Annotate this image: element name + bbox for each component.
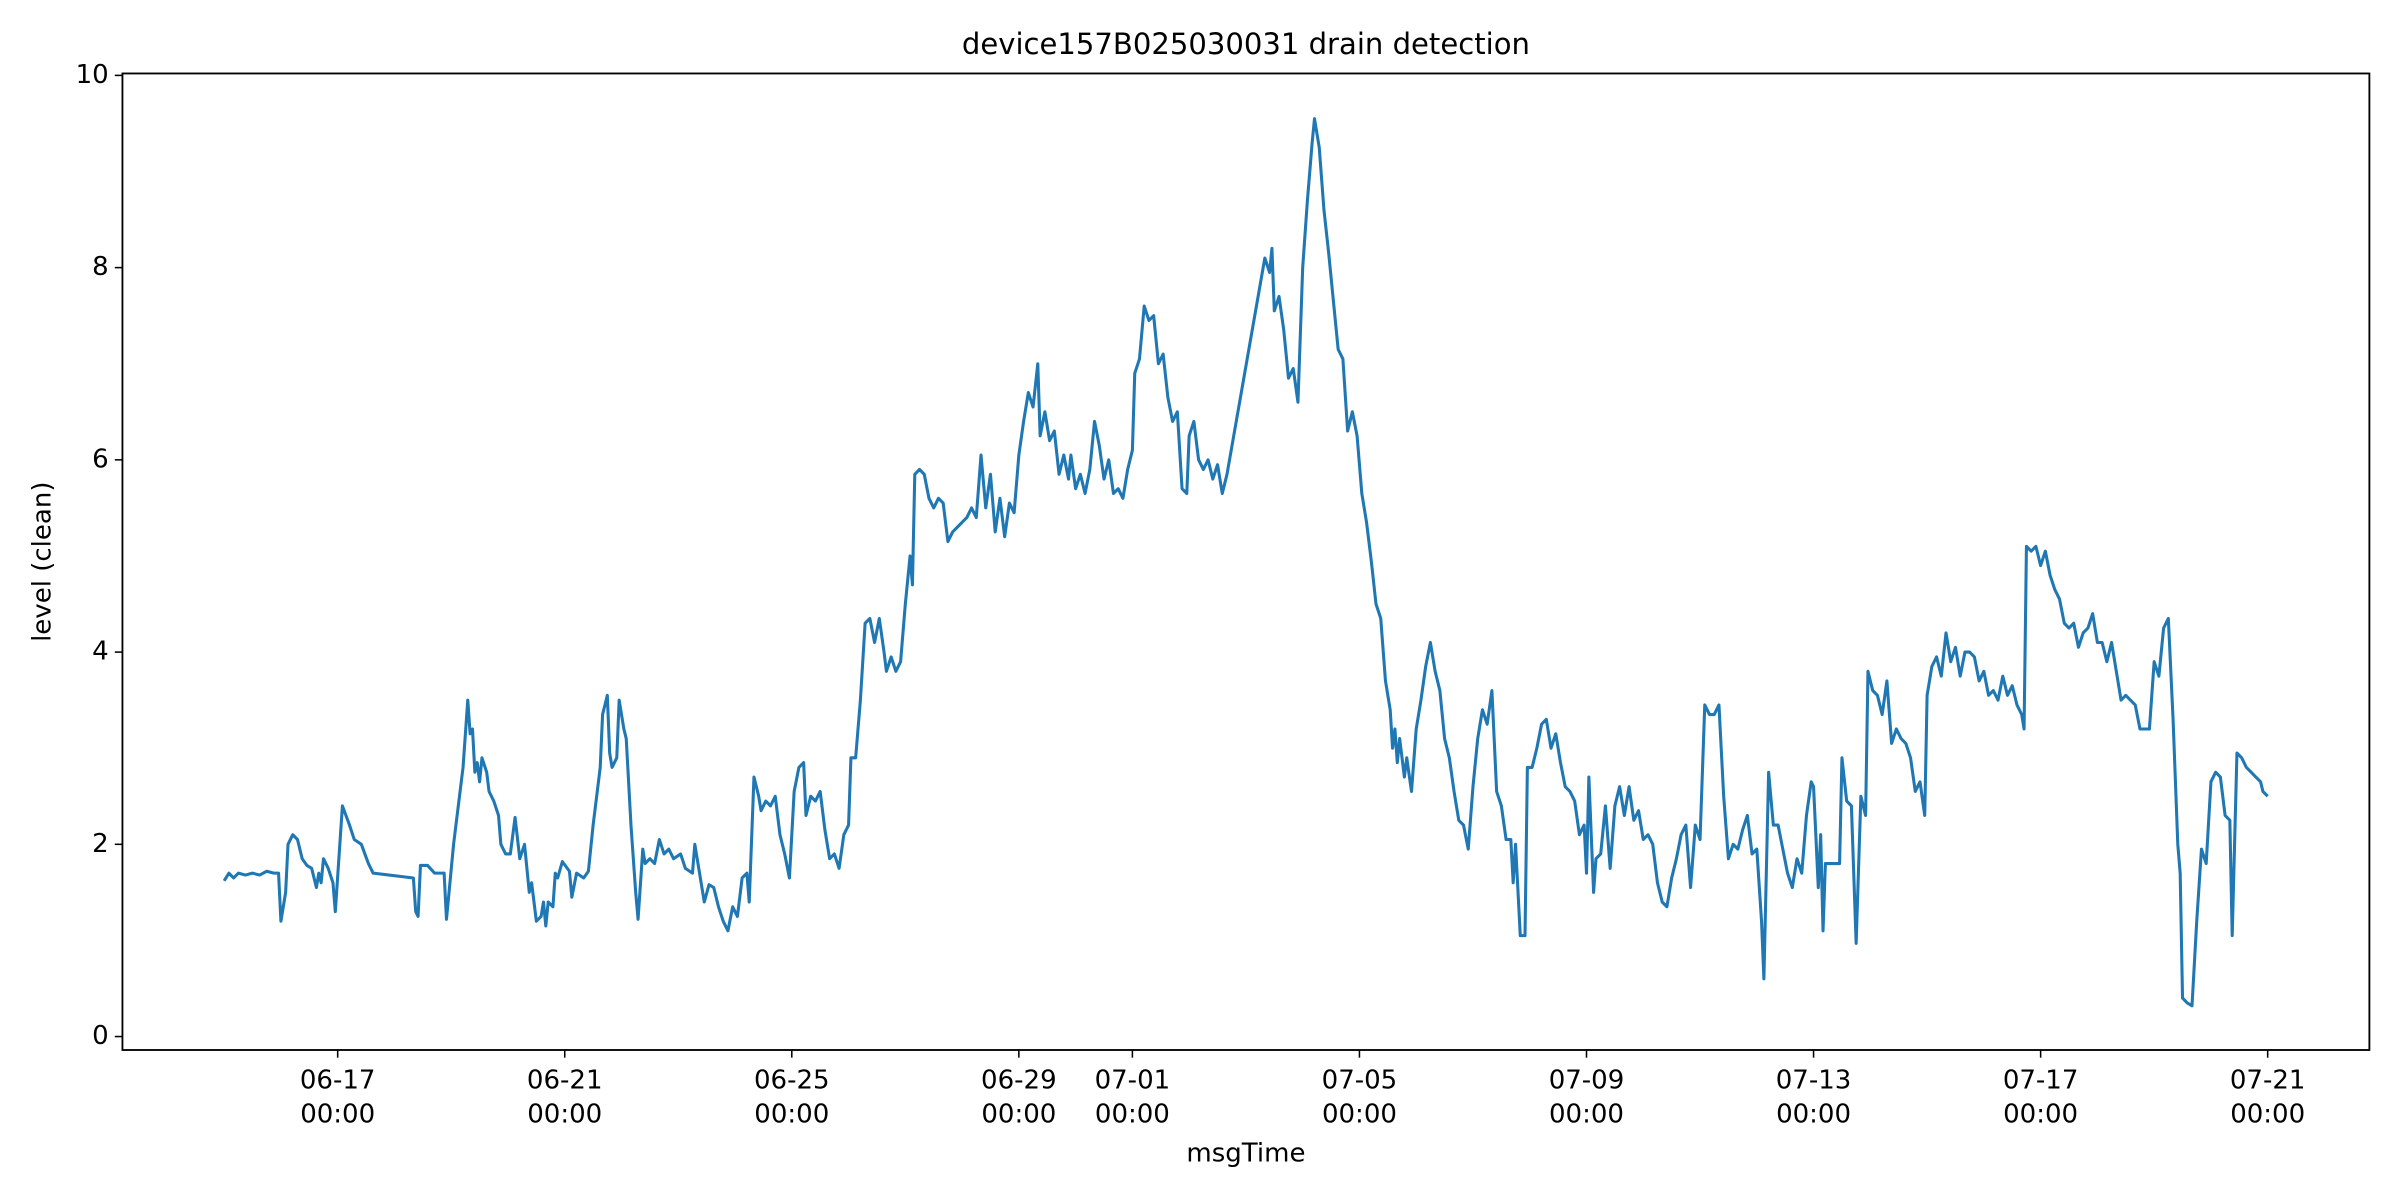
x-tick-label: 07-05 00:00	[1322, 1065, 1398, 1129]
y-tick-label: 10	[76, 60, 109, 90]
y-tick-label: 2	[92, 829, 109, 859]
y-tick-label: 8	[92, 252, 109, 282]
y-tick-label: 0	[92, 1021, 109, 1051]
x-tick-label: 06-29 00:00	[981, 1065, 1057, 1129]
x-tick-label: 07-17 00:00	[2003, 1065, 2079, 1129]
chart-title: device157B025030031 drain detection	[962, 27, 1530, 61]
y-axis-label: level (clean)	[27, 482, 57, 642]
x-tick-label: 06-21 00:00	[527, 1065, 603, 1129]
x-tick-label: 06-25 00:00	[754, 1065, 830, 1129]
y-tick-label: 4	[92, 637, 109, 667]
x-tick-label: 07-09 00:00	[1549, 1065, 1625, 1129]
x-axis-label: msgTime	[1186, 1139, 1305, 1169]
y-tick-label: 6	[92, 444, 109, 474]
x-tick-label: 07-21 00:00	[2230, 1065, 2306, 1129]
x-tick-label: 07-13 00:00	[1776, 1065, 1852, 1129]
x-tick-label: 07-01 00:00	[1095, 1065, 1171, 1129]
axes-frame	[121, 72, 2371, 1051]
x-tick-label: 06-17 00:00	[300, 1065, 376, 1129]
data-line	[222, 117, 2269, 1008]
